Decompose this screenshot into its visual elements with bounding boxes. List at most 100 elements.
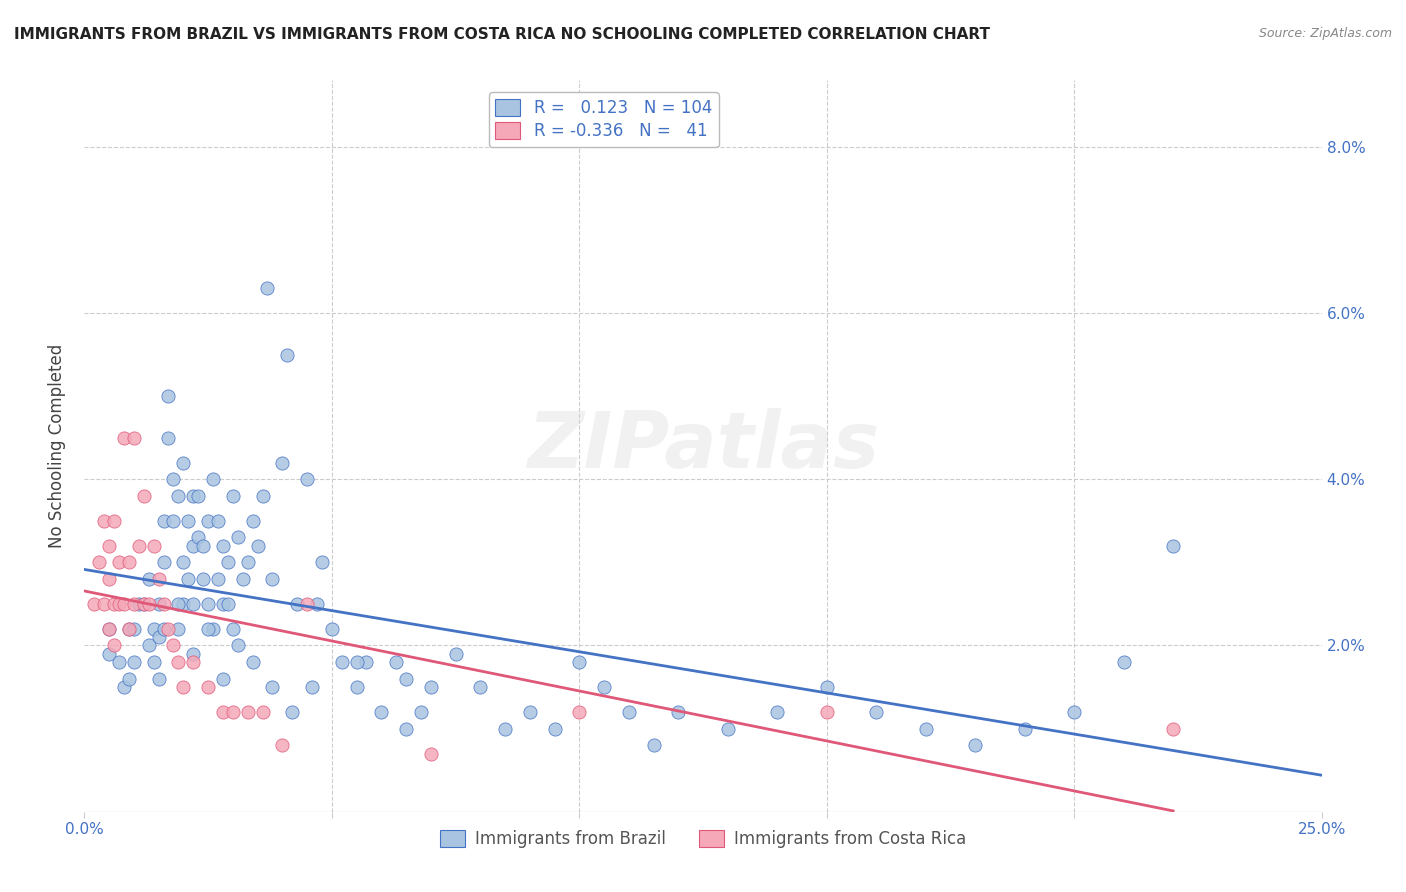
Point bbox=[112, 680, 135, 694]
Point bbox=[132, 597, 155, 611]
Point bbox=[89, 555, 111, 569]
Point bbox=[122, 597, 145, 611]
Point bbox=[232, 572, 254, 586]
Point bbox=[222, 622, 245, 636]
Point bbox=[197, 597, 219, 611]
Point bbox=[494, 722, 516, 736]
Point bbox=[83, 597, 105, 611]
Point bbox=[108, 655, 131, 669]
Point bbox=[207, 572, 229, 586]
Point bbox=[128, 539, 150, 553]
Point bbox=[717, 722, 740, 736]
Point bbox=[914, 722, 936, 736]
Point bbox=[766, 705, 789, 719]
Point bbox=[148, 672, 170, 686]
Point bbox=[202, 472, 225, 486]
Point bbox=[212, 672, 235, 686]
Point bbox=[1161, 539, 1184, 553]
Point bbox=[118, 622, 141, 636]
Point bbox=[346, 655, 368, 669]
Point bbox=[409, 705, 432, 719]
Point bbox=[226, 530, 249, 544]
Point bbox=[212, 597, 235, 611]
Point bbox=[103, 597, 125, 611]
Point bbox=[666, 705, 689, 719]
Point bbox=[187, 530, 209, 544]
Point bbox=[593, 680, 616, 694]
Point bbox=[98, 647, 121, 661]
Point bbox=[568, 655, 591, 669]
Point bbox=[167, 622, 190, 636]
Point bbox=[470, 680, 492, 694]
Point bbox=[252, 705, 274, 719]
Point bbox=[236, 555, 259, 569]
Point bbox=[197, 622, 219, 636]
Point bbox=[242, 514, 264, 528]
Point bbox=[346, 680, 368, 694]
Point bbox=[197, 514, 219, 528]
Y-axis label: No Schooling Completed: No Schooling Completed bbox=[48, 344, 66, 548]
Point bbox=[271, 456, 294, 470]
Point bbox=[226, 639, 249, 653]
Point bbox=[181, 647, 204, 661]
Legend: Immigrants from Brazil, Immigrants from Costa Rica: Immigrants from Brazil, Immigrants from … bbox=[433, 823, 973, 855]
Point bbox=[152, 555, 174, 569]
Point bbox=[142, 655, 165, 669]
Point bbox=[98, 622, 121, 636]
Point bbox=[148, 597, 170, 611]
Point bbox=[197, 680, 219, 694]
Point bbox=[172, 555, 194, 569]
Point bbox=[103, 639, 125, 653]
Point bbox=[128, 597, 150, 611]
Point bbox=[1112, 655, 1135, 669]
Point bbox=[177, 514, 200, 528]
Point bbox=[1063, 705, 1085, 719]
Point bbox=[157, 622, 180, 636]
Point bbox=[262, 680, 284, 694]
Point bbox=[177, 572, 200, 586]
Point bbox=[815, 680, 838, 694]
Point bbox=[285, 597, 308, 611]
Point bbox=[256, 281, 278, 295]
Point bbox=[236, 705, 259, 719]
Point bbox=[419, 747, 441, 761]
Point bbox=[865, 705, 887, 719]
Point bbox=[271, 738, 294, 752]
Point bbox=[108, 597, 131, 611]
Point bbox=[118, 555, 141, 569]
Point bbox=[543, 722, 565, 736]
Point bbox=[118, 672, 141, 686]
Point bbox=[122, 431, 145, 445]
Point bbox=[138, 639, 160, 653]
Point bbox=[148, 630, 170, 644]
Point bbox=[222, 705, 245, 719]
Point bbox=[212, 705, 235, 719]
Point bbox=[191, 539, 214, 553]
Point bbox=[385, 655, 408, 669]
Point bbox=[118, 622, 141, 636]
Point bbox=[217, 555, 239, 569]
Point bbox=[321, 622, 343, 636]
Point bbox=[295, 472, 318, 486]
Point bbox=[815, 705, 838, 719]
Point bbox=[98, 539, 121, 553]
Point bbox=[217, 597, 239, 611]
Point bbox=[93, 597, 115, 611]
Point bbox=[191, 572, 214, 586]
Point bbox=[242, 655, 264, 669]
Point bbox=[142, 622, 165, 636]
Point bbox=[132, 489, 155, 503]
Point bbox=[122, 655, 145, 669]
Point bbox=[112, 597, 135, 611]
Point bbox=[172, 456, 194, 470]
Point bbox=[419, 680, 441, 694]
Point bbox=[167, 597, 190, 611]
Text: IMMIGRANTS FROM BRAZIL VS IMMIGRANTS FROM COSTA RICA NO SCHOOLING COMPLETED CORR: IMMIGRANTS FROM BRAZIL VS IMMIGRANTS FRO… bbox=[14, 27, 990, 42]
Point bbox=[181, 655, 204, 669]
Point bbox=[142, 539, 165, 553]
Point bbox=[643, 738, 665, 752]
Point bbox=[167, 655, 190, 669]
Point bbox=[617, 705, 640, 719]
Point bbox=[93, 514, 115, 528]
Point bbox=[132, 597, 155, 611]
